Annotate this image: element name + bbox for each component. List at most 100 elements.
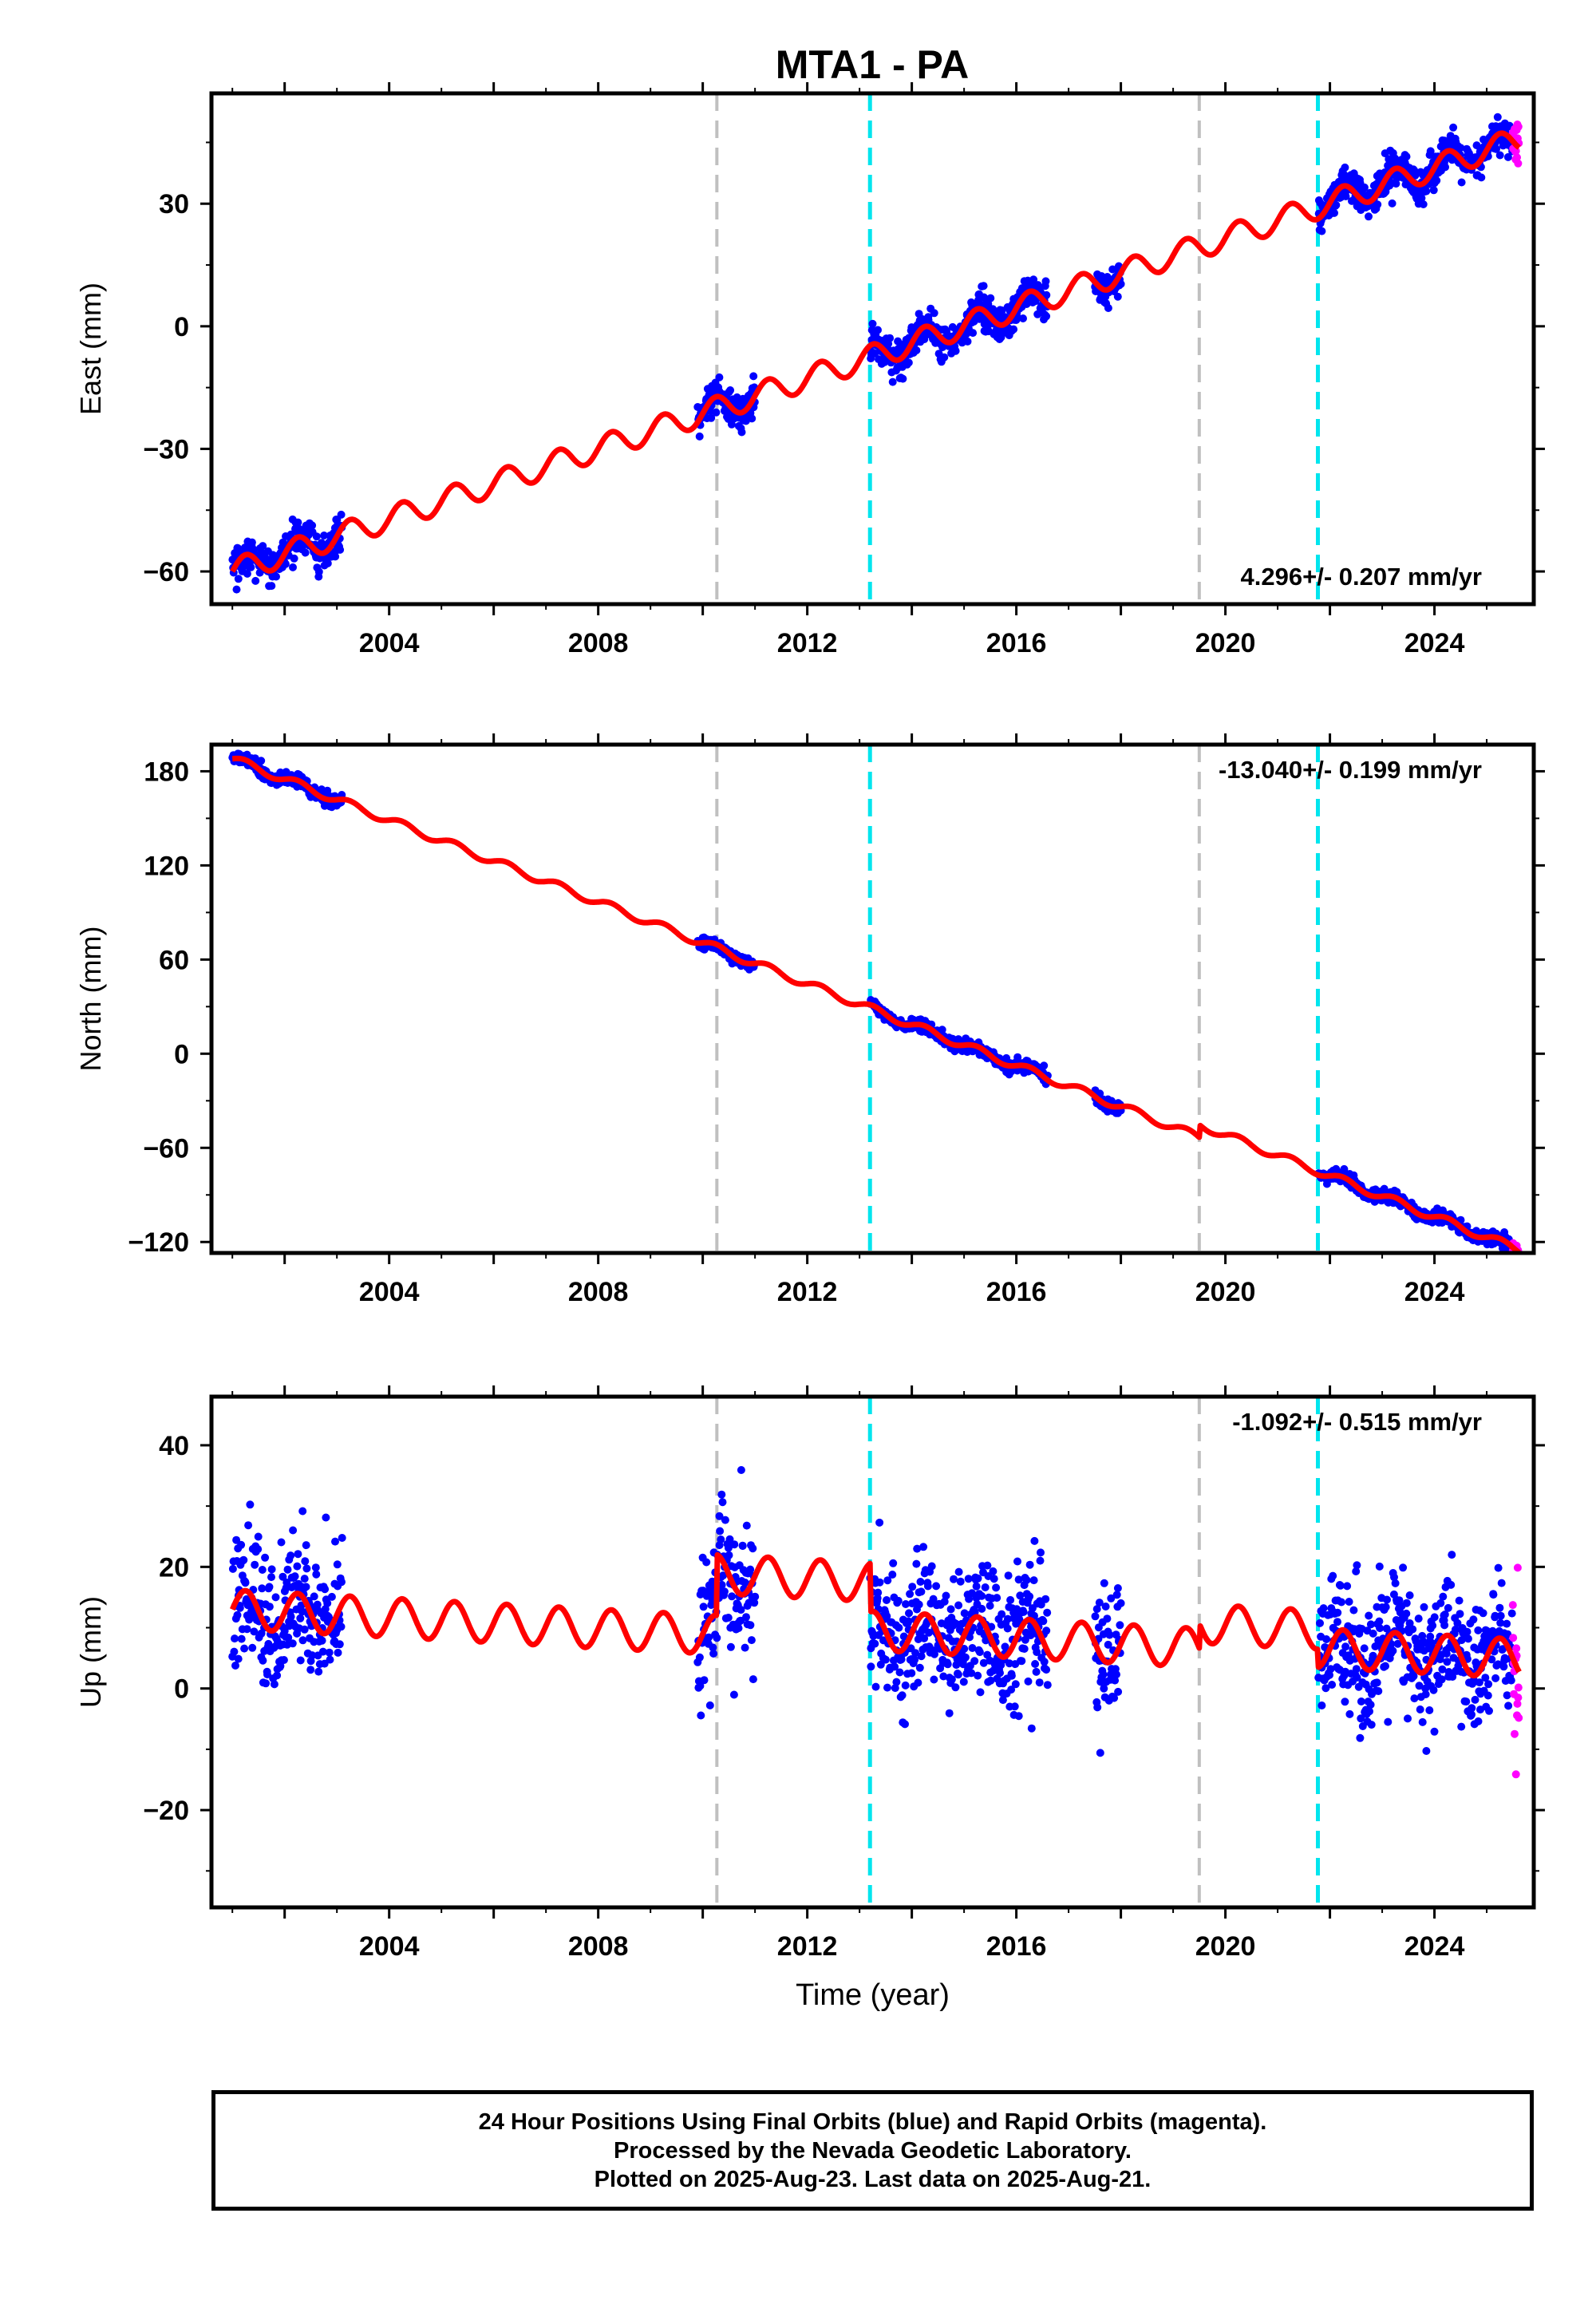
- final-orbit-point: [1341, 1642, 1350, 1651]
- final-orbit-point: [1462, 1697, 1471, 1706]
- final-orbit-point: [1042, 312, 1051, 321]
- final-orbit-point: [1451, 1625, 1460, 1634]
- final-orbit-point: [1468, 1704, 1476, 1713]
- final-orbit-point: [1319, 1604, 1328, 1613]
- final-orbit-point: [1003, 1624, 1012, 1633]
- final-orbit-point: [751, 1592, 760, 1601]
- final-orbit-point: [1360, 1644, 1369, 1653]
- final-orbit-point: [1440, 1621, 1449, 1630]
- rapid-orbit-point: [1513, 1255, 1521, 1263]
- final-orbit-point: [915, 1600, 923, 1609]
- rate-label: -1.092+/- 0.515 mm/yr: [1232, 1408, 1482, 1436]
- final-orbit-point: [951, 1683, 960, 1692]
- final-orbit-point: [232, 585, 241, 594]
- final-orbit-point: [1439, 1592, 1448, 1601]
- final-orbit-point: [230, 1647, 239, 1656]
- final-orbit-point: [724, 1614, 733, 1622]
- final-orbit-point: [702, 1558, 711, 1567]
- final-orbit-point: [868, 319, 877, 328]
- caption-box: 24 Hour Positions Using Final Orbits (bl…: [211, 2090, 1534, 2211]
- y-tick-label: 20: [159, 1552, 189, 1583]
- final-orbit-point: [1043, 1608, 1052, 1617]
- final-orbit-point: [695, 432, 704, 441]
- final-orbit-point: [325, 1648, 334, 1657]
- final-orbit-point: [302, 1583, 310, 1591]
- final-orbit-point: [927, 1562, 936, 1571]
- x-tick-label: 2008: [568, 1931, 629, 1962]
- final-orbit-point: [889, 1559, 898, 1567]
- final-orbit-point: [894, 1596, 903, 1605]
- final-orbit-point: [961, 1653, 970, 1662]
- final-orbit-point: [737, 1606, 745, 1614]
- final-orbit-point: [1007, 1686, 1016, 1694]
- final-orbit-point: [1037, 1600, 1045, 1609]
- final-orbit-point: [337, 510, 346, 519]
- final-orbit-point: [265, 1583, 274, 1591]
- final-orbit-point: [888, 1571, 897, 1579]
- x-tick-label: 2012: [777, 1277, 838, 1307]
- final-orbit-point: [243, 1625, 251, 1634]
- final-orbit-point: [726, 1642, 735, 1651]
- final-orbit-point: [1006, 1595, 1015, 1604]
- final-orbit-point: [737, 428, 746, 437]
- final-orbit-point: [1388, 199, 1396, 207]
- final-orbit-point: [976, 1688, 985, 1697]
- final-orbit-point: [1321, 1684, 1330, 1693]
- final-orbit-point: [1332, 201, 1341, 209]
- final-orbit-point: [1316, 1618, 1324, 1627]
- final-orbit-point: [257, 757, 266, 765]
- final-orbit-point: [1007, 1671, 1016, 1680]
- final-orbit-point: [904, 1617, 913, 1626]
- final-orbit-point: [322, 1513, 330, 1522]
- final-orbit-point: [314, 1667, 323, 1676]
- final-orbit-point: [277, 1538, 286, 1547]
- final-orbit-point: [320, 532, 329, 539]
- final-orbit-point: [1013, 1557, 1021, 1566]
- final-orbit-point: [1330, 208, 1338, 217]
- final-orbit-point: [308, 521, 317, 530]
- final-orbit-point: [978, 1591, 986, 1600]
- final-orbit-point: [911, 1649, 920, 1658]
- final-orbit-point: [286, 1551, 295, 1560]
- final-orbit-point: [1485, 1706, 1493, 1715]
- final-orbit-point: [1343, 1582, 1352, 1591]
- final-orbit-point: [239, 1555, 248, 1564]
- final-orbit-point: [749, 372, 758, 381]
- final-orbit-point: [310, 1592, 318, 1601]
- final-orbit-point: [915, 1663, 924, 1672]
- final-orbit-point: [1399, 1563, 1408, 1572]
- final-orbit-point: [1025, 1592, 1034, 1601]
- y-axis-label: North (mm): [74, 927, 107, 1072]
- final-orbit-point: [1507, 1609, 1516, 1618]
- final-orbit-point: [318, 1647, 327, 1656]
- final-orbit-point: [1491, 1611, 1499, 1620]
- final-orbit-point: [1091, 1612, 1100, 1621]
- final-orbit-point: [946, 1605, 955, 1614]
- final-orbit-point: [1352, 1567, 1361, 1575]
- final-orbit-point: [960, 1645, 969, 1653]
- x-tick-label: 2024: [1404, 1931, 1465, 1962]
- final-orbit-point: [1443, 1658, 1452, 1666]
- final-orbit-point: [1428, 1621, 1437, 1630]
- x-tick-label: 2004: [359, 1277, 420, 1307]
- final-orbit-point: [1337, 1598, 1345, 1607]
- final-orbit-point: [1481, 1674, 1490, 1682]
- final-orbit-point: [271, 1593, 280, 1602]
- final-orbit-point: [1419, 200, 1428, 208]
- final-orbit-point: [1105, 1630, 1114, 1639]
- final-orbit-point: [294, 518, 302, 527]
- final-orbit-point: [1391, 1579, 1400, 1587]
- final-orbit-point: [1113, 1584, 1122, 1592]
- final-orbit-point: [713, 1634, 721, 1642]
- final-orbit-point: [904, 358, 913, 367]
- y-tick-label: 40: [159, 1431, 189, 1461]
- final-orbit-point: [281, 559, 290, 568]
- final-orbit-point: [1040, 1061, 1049, 1070]
- final-orbit-point: [247, 538, 256, 547]
- final-orbit-point: [730, 1540, 739, 1549]
- final-orbit-point: [707, 413, 716, 422]
- final-orbit-point: [1367, 1721, 1376, 1729]
- final-orbit-point: [1326, 1665, 1335, 1674]
- final-orbit-point: [1487, 1655, 1496, 1664]
